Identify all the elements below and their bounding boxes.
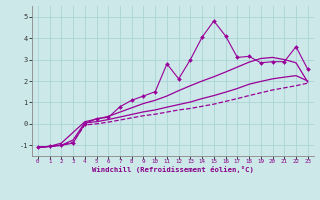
X-axis label: Windchill (Refroidissement éolien,°C): Windchill (Refroidissement éolien,°C): [92, 166, 254, 173]
